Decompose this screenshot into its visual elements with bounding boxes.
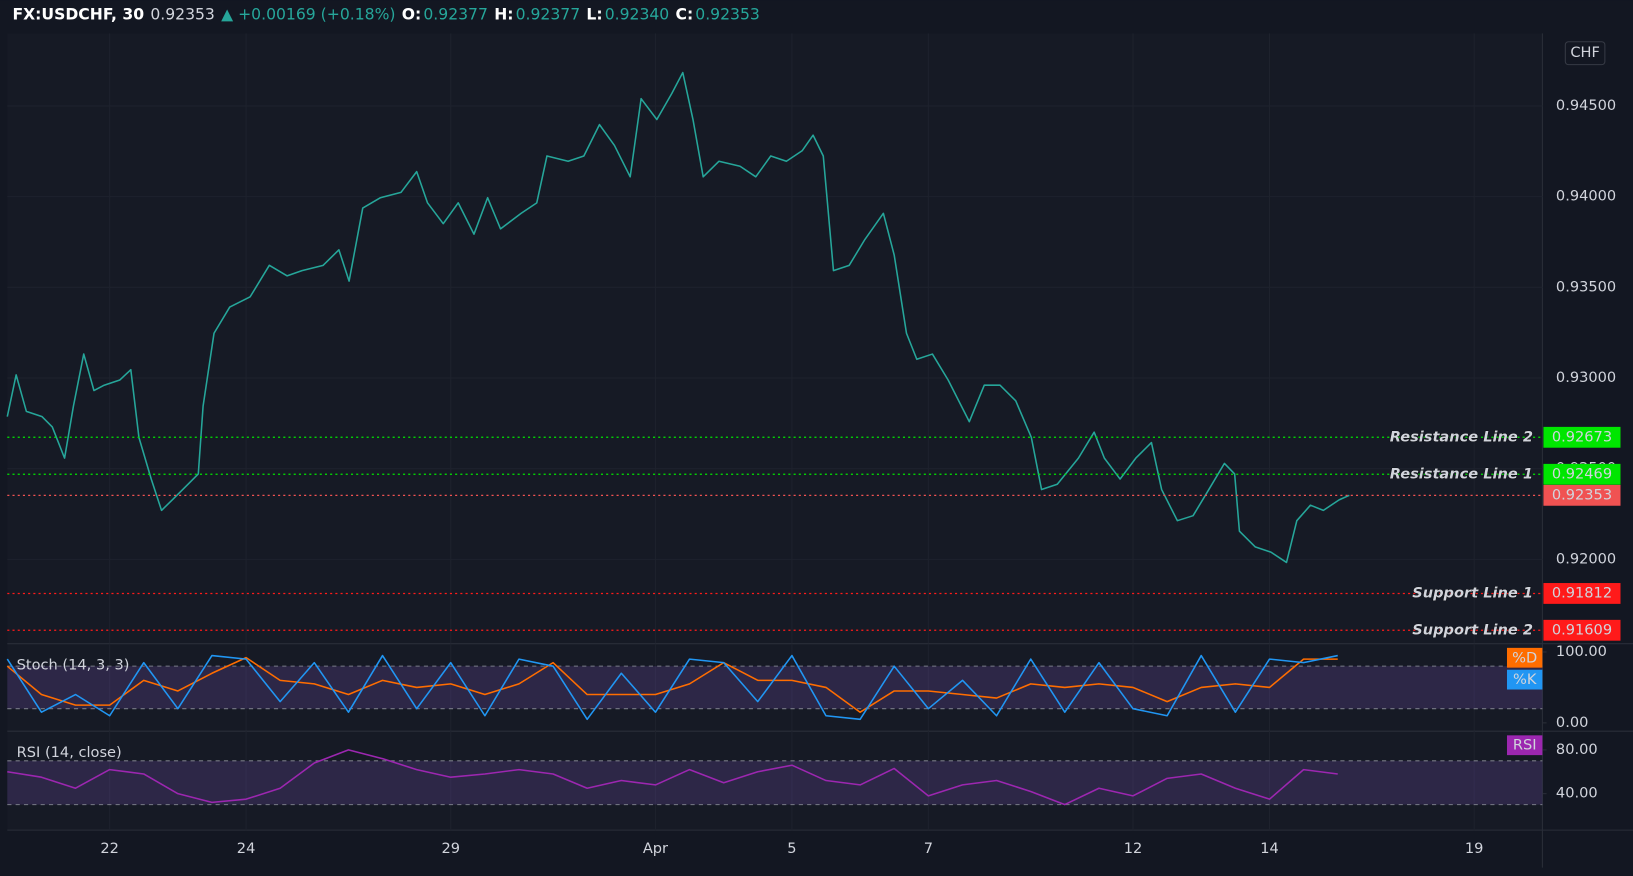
x-tick-label: 7 [924, 840, 933, 857]
y-tick-label: 0.00 [1556, 714, 1588, 731]
header-text: L: [586, 5, 602, 23]
panel-title: Stoch (14, 3, 3) [17, 657, 130, 674]
y-tick-label: 0.94000 [1556, 188, 1616, 205]
price-tag-label: 0.92673 [1552, 428, 1612, 445]
series-line [7, 749, 1338, 806]
header-text: 0.92377 [516, 5, 581, 23]
x-tick-label: 19 [1465, 840, 1484, 857]
y-tick-label: 0.93500 [1556, 278, 1616, 295]
band-fill [7, 760, 1543, 805]
header-text: C: [676, 5, 694, 23]
header-text: 0.92377 [423, 5, 488, 23]
price-tag [1543, 426, 1621, 448]
level-name: Support Line 2 [1412, 621, 1533, 638]
legend-label: %K [1513, 671, 1537, 688]
header-text: 0.92340 [605, 5, 670, 23]
x-tick-label: 14 [1260, 840, 1279, 857]
price-tag [1543, 583, 1621, 604]
chart-layer: 0.920000.925000.930000.935000.940000.945… [6, 33, 1633, 857]
band-fill [7, 666, 1543, 709]
price-tag [1543, 463, 1621, 485]
header-text: FX:USDCHF, 30 [12, 5, 144, 23]
price-tag [1543, 619, 1621, 641]
y-tick-label: 80.00 [1556, 741, 1598, 758]
legend-tag [1506, 735, 1543, 756]
series-line [6, 71, 1350, 564]
legend-tag [1506, 647, 1543, 668]
currency-box [1564, 41, 1606, 66]
header-line: FX:USDCHF, 30 0.92353 ▲ +0.00169 (+0.18%) O… [12, 5, 759, 23]
header-text: O: [402, 5, 422, 23]
header-text: 0.92353 [695, 5, 760, 23]
x-tick-label: 29 [441, 840, 460, 857]
x-tick-label: 12 [1124, 840, 1143, 857]
price-tag-label: 0.92469 [1552, 465, 1612, 482]
y-tick-label: 0.94500 [1556, 97, 1616, 114]
price-tag [1543, 484, 1621, 506]
y-tick-label: 0.93000 [1556, 369, 1616, 386]
x-tick-label: 24 [237, 840, 256, 857]
level-name: Support Line 1 [1412, 584, 1533, 601]
level-name: Resistance Line 2 [1390, 428, 1533, 445]
y-tick-label: 40.00 [1556, 785, 1598, 802]
y-tick-label: 0.92000 [1556, 550, 1616, 567]
level-name: Resistance Line 1 [1390, 465, 1533, 482]
header-text: 0.92353 [150, 5, 215, 23]
price-tag-label: 0.91609 [1552, 621, 1612, 638]
legend-label: %D [1512, 649, 1537, 666]
y-tick-label: 100.00 [1556, 643, 1607, 660]
x-tick-label: Apr [643, 840, 668, 857]
header: FX:USDCHF, 30 0.92353 ▲ +0.00169 (+0.18%) O… [12, 5, 759, 23]
legend-label: RSI [1513, 737, 1537, 754]
panel-title: RSI (14, close) [17, 744, 122, 761]
header-text: ▲ +0.00169 (+0.18%) [221, 5, 395, 23]
x-tick-label: 5 [787, 840, 796, 857]
plot-area [7, 33, 1543, 831]
x-tick-label: 22 [100, 840, 119, 857]
legend-tag [1506, 669, 1543, 690]
series-line [6, 654, 1338, 721]
price-tag-label: 0.92353 [1552, 486, 1612, 503]
price-tag-label: 0.91812 [1552, 584, 1612, 601]
currency: CHF [1570, 44, 1600, 61]
header-text: H: [494, 5, 513, 23]
